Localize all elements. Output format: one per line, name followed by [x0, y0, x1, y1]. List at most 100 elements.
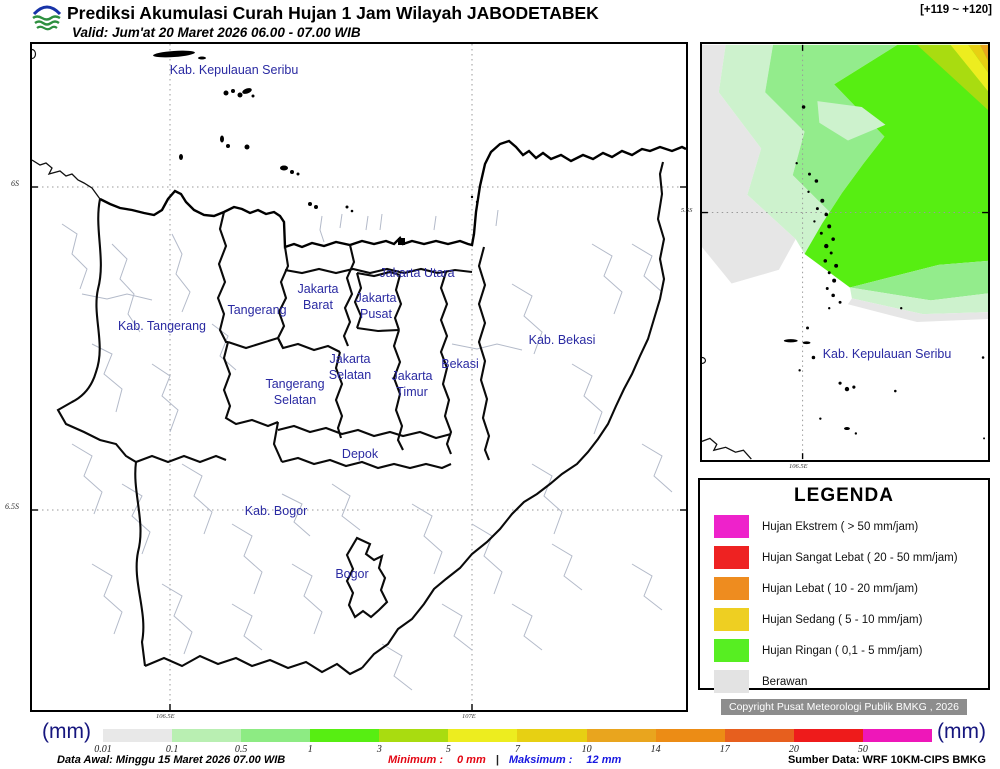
inset-label-kab-kepulauan-seribu: Kab. Kepulauan Seribu: [822, 347, 952, 361]
map-label-tangerang: Tangerang: [227, 303, 287, 317]
colorbar-segment: [241, 729, 311, 742]
valid-time: Valid: Jum'at 20 Maret 2026 06.00 - 07.0…: [72, 25, 361, 40]
legend-item: Hujan Ekstrem ( > 50 mm/jam): [714, 515, 988, 538]
legend-rows: Hujan Ekstrem ( > 50 mm/jam) Hujan Sangat…: [700, 515, 988, 693]
colorbar-segment: [310, 729, 380, 742]
legend-item: Hujan Lebat ( 10 - 20 mm/jam): [714, 577, 988, 600]
legend-swatch: [714, 670, 749, 693]
main-map: Kab. Kepulauan Seribu Jakarta Utara Jaka…: [30, 42, 688, 712]
axis-ticks: [32, 186, 686, 710]
map-label-kab-tangerang: Kab. Tangerang: [117, 319, 207, 333]
colorbar: [103, 729, 932, 742]
map-label-bekasi: Bekasi: [441, 357, 479, 371]
main-map-ytick-6-5s: 6.5S: [5, 502, 19, 511]
colorbar-segment: [517, 729, 587, 742]
map-label-jakarta-pusat: Jakarta Pusat: [355, 291, 397, 321]
colorbar-segment: [862, 729, 932, 742]
forecast-hour-range: [+119 ~ +120]: [920, 4, 992, 16]
legend-swatch: [714, 546, 749, 569]
colorbar-tick: 7: [515, 744, 520, 755]
minimum-value: 0 mm: [457, 754, 486, 766]
main-map-ytick-6s: 6S: [11, 179, 19, 188]
legend-item: Hujan Sangat Lebat ( 20 - 50 mm/jam): [714, 546, 988, 569]
maximum-label: Maksimum :: [508, 754, 573, 766]
legend-swatch: [714, 577, 749, 600]
legend-panel: LEGENDA Hujan Ekstrem ( > 50 mm/jam) Huja…: [698, 478, 990, 693]
legend-item: Hujan Ringan ( 0,1 - 5 mm/jam): [714, 639, 988, 662]
legend-item: Hujan Sedang ( 5 - 10 mm/jam): [714, 608, 988, 631]
rain-contours: [702, 44, 988, 323]
colorbar-segment: [379, 729, 449, 742]
coastline-main: [99, 139, 686, 249]
legend-label: Hujan Lebat ( 10 - 20 mm/jam): [762, 582, 918, 595]
colorbar-tick: 3: [376, 744, 382, 755]
colorbar-segment: [172, 729, 242, 742]
legend-label: Hujan Ekstrem ( > 50 mm/jam): [762, 520, 919, 533]
colorbar-tick: 10: [581, 744, 592, 755]
map-label-jakarta-selatan: Jakarta Selatan: [328, 352, 372, 382]
main-map-xtick-106-5e: 106.5E: [156, 713, 175, 720]
page-title: Prediksi Akumulasi Curah Hujan 1 Jam Wil…: [67, 3, 599, 23]
legend-swatch: [714, 608, 749, 631]
map-label-kab-bogor: Kab. Bogor: [244, 504, 308, 518]
map-label-tangerang-selatan: Tangerang Selatan: [265, 377, 325, 407]
main-map-canvas: [32, 44, 686, 710]
map-label-jakarta-barat: Jakarta Barat: [297, 282, 339, 312]
colorbar-tick: 17: [719, 744, 730, 755]
bmkg-logo-icon: [32, 5, 62, 31]
map-label-kab-bekasi: Kab. Bekasi: [528, 333, 596, 347]
legend-swatch: [714, 515, 749, 538]
islands: [153, 50, 479, 245]
map-label-depok: Depok: [341, 447, 379, 461]
minmax-stats: Minimum : 0 mm | Maksimum : 12 mm: [388, 754, 621, 766]
colorbar-segment: [448, 729, 518, 742]
map-label-kab-kepulauan-seribu: Kab. Kepulauan Seribu: [169, 63, 299, 77]
minimum-label: Minimum :: [388, 754, 443, 766]
colorbar-segment: [724, 729, 794, 742]
colorbar-unit-left: (mm): [42, 720, 91, 743]
minmax-separator: |: [495, 754, 499, 766]
sumber-data-text: Sumber Data: WRF 10KM-CIPS BMKG: [787, 754, 986, 766]
copyright-note: Copyright Pusat Meteorologi Publik BMKG …: [721, 699, 967, 715]
edge-island: [32, 48, 37, 60]
legend-label: Hujan Sangat Lebat ( 20 - 50 mm/jam): [762, 551, 958, 564]
colorbar-tick: 14: [650, 744, 661, 755]
regency-boundaries: [56, 161, 666, 676]
main-map-xtick-107e: 107E: [462, 713, 476, 720]
colorbar-tick: 0.5: [234, 744, 248, 755]
legend-item: Berawan: [714, 670, 988, 693]
bmkg-logo: BMKG: [27, 1, 67, 54]
inset-edge-island: [702, 356, 707, 365]
colorbar-segment: [793, 729, 863, 742]
legend-label: Hujan Sedang ( 5 - 10 mm/jam): [762, 613, 923, 626]
colorbar-tick: 0.01: [94, 744, 112, 755]
map-label-bogor: Bogor: [335, 567, 369, 581]
inset-map: Kab. Kepulauan Seribu: [700, 42, 990, 462]
map-label-jakarta-timur: Jakarta Timur: [391, 369, 433, 399]
legend-label: Berawan: [762, 675, 808, 688]
map-label-jakarta-utara: Jakarta Utara: [379, 266, 455, 280]
colorbar-tick: 20: [788, 744, 799, 755]
inset-islands: [783, 105, 986, 440]
colorbar-tick: 50: [857, 744, 868, 755]
colorbar-unit-right: (mm): [937, 720, 986, 743]
inset-ytick-5-5s: 5.5S: [681, 207, 693, 214]
colorbar-segment: [103, 729, 173, 742]
inset-coastline: [702, 437, 752, 460]
graticule: [32, 44, 686, 710]
coastline-west: [32, 159, 101, 200]
colorbar-tick: 5: [445, 744, 451, 755]
inset-graticule: [702, 44, 988, 460]
legend-title: LEGENDA: [794, 485, 894, 506]
legend-label: Hujan Ringan ( 0,1 - 5 mm/jam): [762, 644, 923, 657]
colorbar-segment: [655, 729, 725, 742]
colorbar-tick: 1: [307, 744, 313, 755]
colorbar-tick: 0.1: [165, 744, 179, 755]
inset-map-canvas: [702, 44, 988, 460]
colorbar-ticks: 0.01 0.1 0.5 1 3 5 7 10 14 17 20 50: [94, 744, 932, 756]
maximum-value: 12 mm: [586, 754, 622, 766]
inset-xtick-106-5e: 106.5E: [789, 463, 808, 470]
data-awal-text: Data Awal: Minggu 15 Maret 2026 07.00 WI…: [57, 754, 286, 766]
legend-swatch: [714, 639, 749, 662]
